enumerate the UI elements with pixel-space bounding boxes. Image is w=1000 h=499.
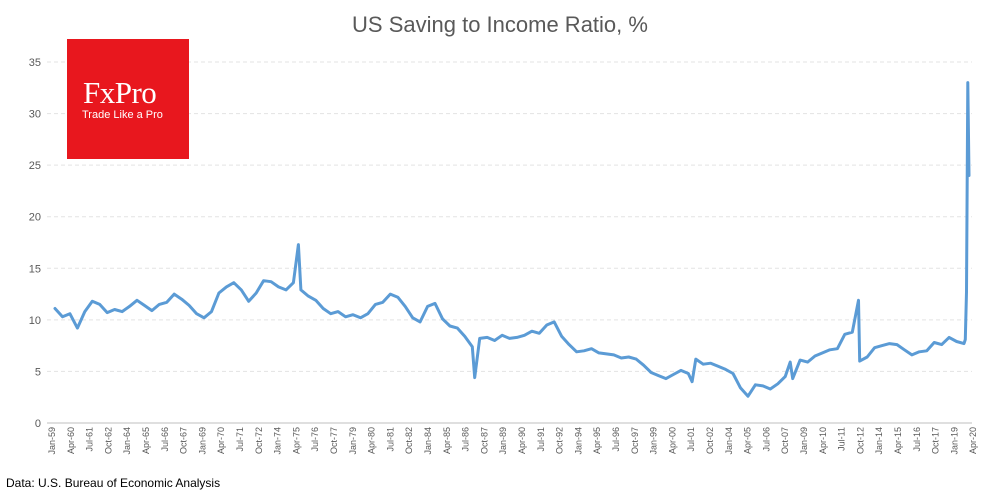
x-tick-label: Jul-61 [85, 427, 95, 452]
x-tick-label: Jul-76 [310, 427, 320, 452]
y-tick-label: 5 [35, 366, 41, 378]
x-tick-label: Oct-62 [103, 427, 113, 454]
x-tick-label: Apr-95 [592, 427, 602, 454]
x-tick-label: Apr-90 [517, 427, 527, 454]
x-tick-label: Apr-15 [893, 427, 903, 454]
x-tick-label: Apr-85 [442, 427, 452, 454]
y-tick-label: 0 [35, 418, 41, 430]
x-tick-label: Apr-75 [291, 427, 301, 454]
x-tick-label: Jul-16 [912, 427, 922, 452]
x-tick-label: Oct-02 [705, 427, 715, 454]
x-tick-label: Jul-11 [837, 427, 847, 451]
x-tick-label: Jan-84 [423, 427, 433, 455]
y-tick-label: 35 [29, 57, 41, 69]
x-tick-label: Jan-79 [348, 427, 358, 455]
x-tick-label: Jan-69 [197, 427, 207, 455]
x-tick-label: Jan-59 [47, 427, 57, 455]
y-tick-label: 15 [29, 263, 41, 275]
x-tick-label: Jan-09 [799, 427, 809, 455]
x-tick-label: Apr-20 [968, 427, 978, 454]
data-source-note: Data: U.S. Bureau of Economic Analysis [6, 476, 221, 490]
x-tick-label: Oct-92 [555, 427, 565, 454]
saving-ratio-line [53, 81, 971, 398]
x-tick-label: Apr-00 [667, 427, 677, 454]
x-tick-label: Jan-94 [573, 427, 583, 455]
x-tick-label: Oct-12 [855, 427, 865, 454]
x-tick-label: Oct-77 [329, 427, 339, 454]
x-tick-label: Jan-19 [949, 427, 959, 455]
x-tick-label: Oct-72 [254, 427, 264, 454]
x-tick-label: Jul-91 [536, 427, 546, 452]
x-tick-label: Apr-05 [743, 427, 753, 454]
x-tick-label: Jan-89 [498, 427, 508, 455]
x-tick-label: Oct-82 [404, 427, 414, 454]
x-axis-ticks: Jan-59 Apr-60 Jul-61 Oct-62 Jan-64 Apr-65 Jul-… [47, 427, 978, 455]
x-tick-label: Oct-07 [780, 427, 790, 454]
x-tick-label: Apr-80 [367, 427, 377, 454]
x-tick-label: Jul-96 [611, 427, 621, 452]
y-axis-ticks: 0 5 10 15 20 25 30 35 [29, 57, 41, 430]
chart-title: US Saving to Income Ratio, % [352, 12, 648, 37]
x-tick-label: Oct-17 [931, 427, 941, 454]
x-tick-label: Jan-14 [874, 427, 884, 455]
y-tick-label: 10 [29, 315, 41, 327]
x-tick-label: Jul-66 [160, 427, 170, 452]
x-tick-label: Jul-86 [461, 427, 471, 452]
x-tick-label: Apr-70 [216, 427, 226, 454]
logo-tagline: Trade Like a Pro [82, 109, 163, 121]
logo-wordmark: FxPro [83, 75, 157, 110]
x-tick-label: Jul-71 [235, 427, 245, 452]
x-tick-label: Jan-74 [273, 427, 283, 455]
x-tick-label: Oct-87 [479, 427, 489, 454]
fxpro-logo: FxPro Trade Like a Pro [67, 39, 189, 159]
x-tick-label: Oct-97 [630, 427, 640, 454]
x-tick-label: Jul-81 [385, 427, 395, 452]
x-tick-label: Jan-04 [724, 427, 734, 455]
x-tick-label: Apr-10 [818, 427, 828, 454]
x-tick-label: Jul-01 [686, 427, 696, 452]
y-tick-label: 20 [29, 212, 41, 224]
x-tick-label: Jan-99 [649, 427, 659, 455]
x-tick-label: Apr-65 [141, 427, 151, 454]
y-tick-label: 30 [29, 109, 41, 121]
x-tick-label: Jan-64 [122, 427, 132, 455]
x-tick-label: Jul-06 [761, 427, 771, 452]
y-tick-label: 25 [29, 160, 41, 172]
x-tick-label: Apr-60 [66, 427, 76, 454]
x-tick-label: Oct-67 [179, 427, 189, 454]
gridlines [47, 61, 972, 372]
